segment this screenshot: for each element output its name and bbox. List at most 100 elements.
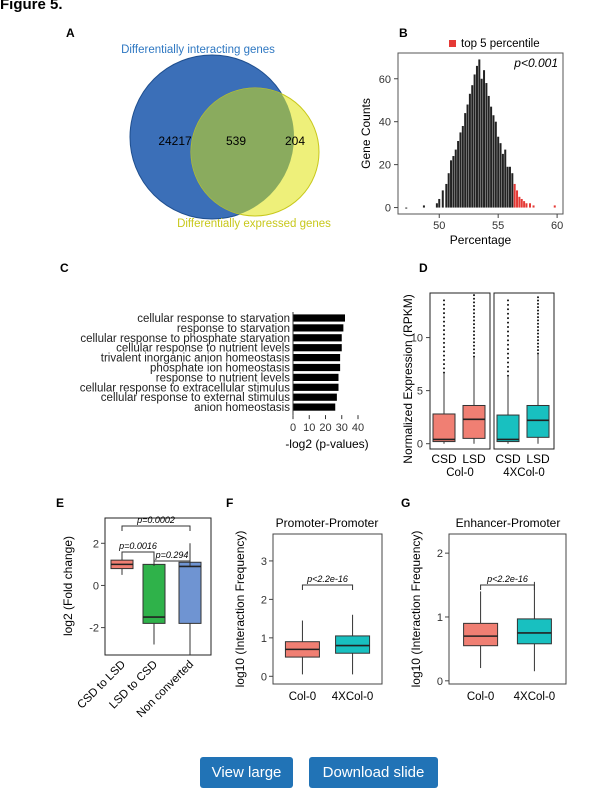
- y-tick-label: 40: [379, 117, 391, 129]
- outlier-point: [443, 333, 445, 336]
- outlier-point: [473, 326, 475, 329]
- hist-bar: [553, 205, 556, 208]
- x-axis-label: -log2 (p-values): [285, 437, 368, 451]
- venn-label-interacting: Differentially interacting genes: [121, 44, 275, 56]
- go-bar: [293, 363, 341, 372]
- outlier-point: [473, 355, 475, 358]
- outlier-point: [443, 324, 445, 327]
- go-bar: [293, 344, 342, 352]
- hist-bar: [468, 93, 471, 208]
- outlier-point: [443, 307, 445, 310]
- hist-bar: [459, 132, 462, 208]
- outlier-point: [537, 332, 539, 335]
- outlier-point: [537, 302, 539, 305]
- go-bar: [293, 403, 336, 411]
- category-label: Non converted: [135, 659, 196, 720]
- outlier-point: [443, 329, 445, 332]
- hist-bar: [480, 78, 483, 208]
- box: [335, 635, 371, 654]
- facet-frame: [429, 292, 491, 450]
- x-tick-label: 10: [303, 422, 315, 434]
- outlier-point: [443, 337, 445, 340]
- box: [432, 413, 456, 443]
- view-large-button[interactable]: View large: [200, 757, 293, 788]
- outlier-point: [473, 330, 475, 333]
- outlier-point: [537, 335, 539, 338]
- x-axis-label: Percentage: [450, 233, 512, 247]
- outlier-point: [443, 371, 445, 374]
- box: [284, 641, 320, 658]
- category-label: 4XCol-0: [332, 691, 374, 703]
- y-axis-label: Gene Counts: [359, 98, 373, 169]
- go-bar: [293, 314, 345, 322]
- outlier-point: [473, 315, 475, 318]
- download-slide-button[interactable]: Download slide: [309, 757, 438, 788]
- outlier-point: [443, 363, 445, 366]
- category-label: Col-0: [289, 691, 316, 703]
- plot-frame: [397, 52, 564, 215]
- outlier-point: [443, 346, 445, 349]
- go-term-label: response to nutrient levels: [156, 372, 290, 384]
- outlier-point: [473, 341, 475, 344]
- outlier-point: [473, 304, 475, 307]
- outlier-point: [507, 334, 509, 337]
- outlier-point: [507, 357, 509, 360]
- venn-overlap: [191, 88, 294, 216]
- y-tick-label: 1: [261, 633, 267, 645]
- outlier-point: [537, 319, 539, 322]
- y-tick-label: 0: [93, 580, 99, 592]
- hist-bar: [490, 106, 493, 208]
- outlier-point: [507, 312, 509, 315]
- category-label: Col-0: [467, 691, 494, 703]
- figure-title: Figure 5.: [0, 0, 63, 13]
- hist-bar: [529, 203, 531, 208]
- outlier-point: [507, 343, 509, 346]
- hist-bar: [473, 74, 476, 208]
- hist-bar: [478, 59, 481, 208]
- hist-bar: [520, 198, 523, 208]
- hist-bar: [485, 83, 488, 208]
- venn-circle-expressed: [190, 87, 320, 217]
- hist-bar: [461, 125, 464, 208]
- outlier-point: [537, 306, 539, 309]
- outlier-point: [507, 321, 509, 324]
- hist-bar: [501, 153, 504, 208]
- box: [142, 563, 166, 624]
- hist-bar: [506, 166, 509, 208]
- hist-bar: [435, 203, 438, 208]
- go-bar: [293, 393, 337, 401]
- outlier-point: [537, 322, 539, 325]
- p-value-annotation: p<0.001: [513, 56, 558, 70]
- go-bar: [293, 324, 344, 332]
- panel-label-b: B: [399, 26, 408, 40]
- significance-bracket: [121, 551, 155, 557]
- hist-bar: [513, 183, 516, 208]
- outlier-point: [537, 309, 539, 312]
- outlier-point: [507, 299, 509, 302]
- plot-frame: [104, 517, 212, 656]
- y-tick-label: 60: [379, 74, 391, 86]
- y-tick-label: 2: [93, 538, 99, 550]
- hist-bar: [452, 156, 455, 208]
- category-label: 4XCol-0: [514, 691, 556, 703]
- outlier-point: [537, 312, 539, 315]
- outlier-point: [507, 330, 509, 333]
- significance-label: p<2.2e-16: [306, 574, 348, 584]
- plot-frame: [448, 533, 567, 685]
- significance-bracket: [480, 584, 535, 590]
- hist-bar: [457, 141, 460, 208]
- x-tick-label: 55: [492, 220, 504, 232]
- outlier-point: [507, 308, 509, 311]
- hist-bar: [447, 173, 450, 208]
- outlier-point: [443, 303, 445, 306]
- outlier-point: [473, 323, 475, 326]
- go-term-label: trivalent inorganic anion homeostasis: [101, 353, 290, 365]
- outlier-point: [443, 299, 445, 302]
- x-tick-label: 0: [290, 422, 296, 434]
- outlier-point: [537, 329, 539, 332]
- y-axis-label: log2 (Fold change): [61, 536, 75, 636]
- hist-bar: [483, 70, 486, 208]
- facet-label: 4XCol-0: [503, 467, 545, 479]
